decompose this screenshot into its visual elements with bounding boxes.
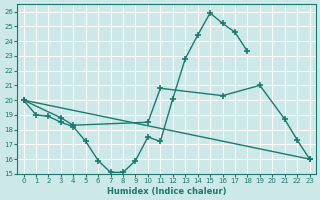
- X-axis label: Humidex (Indice chaleur): Humidex (Indice chaleur): [107, 187, 226, 196]
